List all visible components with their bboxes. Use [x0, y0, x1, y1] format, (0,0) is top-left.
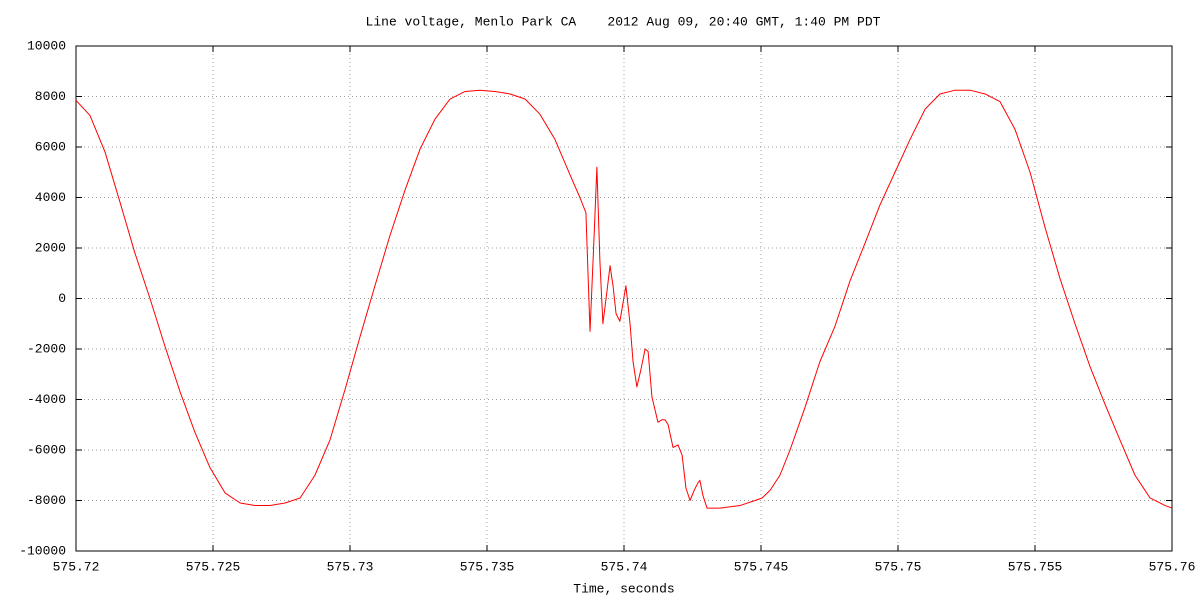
y-tick-label: 6000 — [35, 139, 66, 154]
x-axis-label: Time, seconds — [573, 581, 674, 596]
y-tick-label: 2000 — [35, 240, 66, 255]
x-tick-label: 575.735 — [460, 559, 515, 574]
plot-border — [75, 45, 1173, 552]
y-tick-label: -4000 — [27, 392, 66, 407]
x-tick-label: 575.755 — [1008, 559, 1063, 574]
y-tick-label: 0 — [58, 291, 66, 306]
y-tick-label: -2000 — [27, 341, 66, 356]
x-tick-label: 575.74 — [601, 559, 648, 574]
x-tick-label: 575.72 — [53, 559, 100, 574]
x-tick-label: 575.725 — [186, 559, 241, 574]
y-tick-label: 10000 — [27, 38, 66, 53]
x-tick-label: 575.73 — [327, 559, 374, 574]
y-tick-label: 8000 — [35, 89, 66, 104]
voltage-line — [75, 89, 1173, 509]
x-tick-label: 575.75 — [875, 559, 922, 574]
y-tick-label: -10000 — [19, 543, 66, 558]
chart-title: Line voltage, Menlo Park CA 2012 Aug 09,… — [366, 14, 881, 29]
x-tick-label: 575.745 — [734, 559, 789, 574]
x-tick-label: 575.76 — [1149, 559, 1196, 574]
y-tick-label: 4000 — [35, 190, 66, 205]
y-tick-label: -6000 — [27, 442, 66, 457]
y-tick-label: -8000 — [27, 493, 66, 508]
